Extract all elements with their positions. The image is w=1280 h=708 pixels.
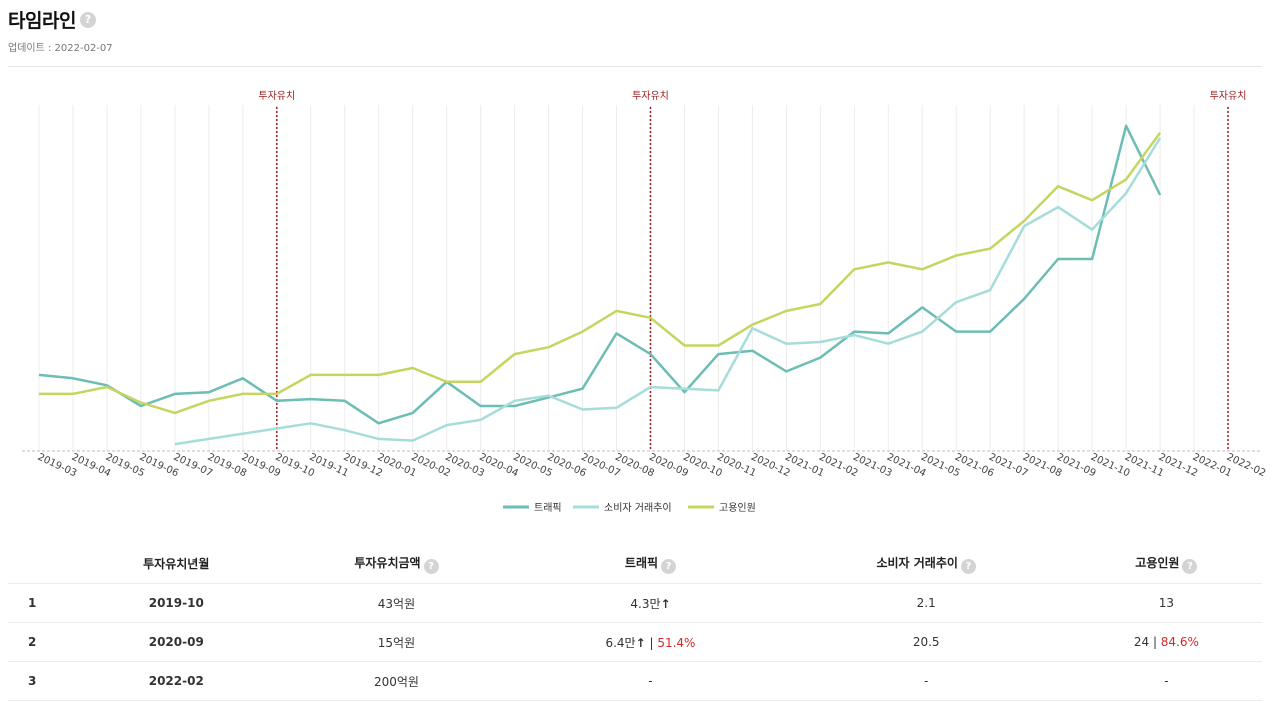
table-row: 3 2022-02 200억원 - - - [8,661,1262,701]
row-employees: 24 | 84.6% [1070,622,1262,662]
help-icon[interactable]: ? [960,558,976,574]
row-amount: 43억원 [273,583,520,623]
legend-label-consumer: 소비자 거래추이 [604,502,672,514]
row-date: 2019-10 [79,583,274,623]
row-date: 2020-09 [79,622,274,662]
table-row: 1 2019-10 43억원 4.3만↑ 2.1 13 [8,583,1262,623]
row-employees: 13 [1070,583,1262,623]
up-arrow-icon: ↑ [660,596,671,611]
update-date: 업데이트 : 2022-02-07 [8,43,113,54]
row-amount: 200억원 [273,661,520,701]
row-amount: 15억원 [273,622,520,662]
header-consumer: 소비자 거래추이? [781,544,1071,584]
row-consumer: 20.5 [781,622,1071,662]
page-header: 타임라인 ? 업데이트 : 2022-02-07 [8,6,113,54]
investment-marker-label: 투자유치 [632,90,669,102]
series-line-employees [39,131,1162,415]
header-date: 투자유치년월 [79,544,274,584]
header-divider [8,66,1262,67]
row-consumer: - [781,661,1071,701]
legend-label-employees: 고용인원 [719,502,756,514]
row-consumer: 2.1 [781,583,1071,623]
up-arrow-icon: ↑ [635,635,646,650]
row-traffic: 6.4만↑ | 51.4% [519,622,782,662]
page-title: 타임라인 [8,10,76,32]
table-row: 2 2020-09 15억원 6.4만↑ | 51.4% 20.5 24 | 8… [8,622,1262,662]
legend-label-traffic: 트래픽 [534,502,562,514]
help-icon[interactable]: ? [1182,558,1198,574]
investment-marker-label: 투자유치 [1210,90,1247,102]
row-traffic: 4.3만↑ [519,583,782,623]
table-header-row: 투자유치년월 투자유치금액? 트래픽? 소비자 거래추이? 고용인원? [8,544,1262,584]
header-amount: 투자유치금액? [273,544,520,584]
investment-table: 투자유치년월 투자유치금액? 트래픽? 소비자 거래추이? 고용인원? 1 20… [8,544,1262,701]
row-index: 3 [8,661,79,701]
row-date: 2022-02 [79,661,274,701]
row-index: 2 [8,622,79,662]
row-index: 1 [8,583,79,623]
header-index [8,544,79,584]
header-traffic: 트래픽? [519,544,782,584]
series-line-consumer [174,137,1162,446]
help-icon[interactable]: ? [661,558,677,574]
help-icon[interactable]: ? [423,558,439,574]
row-employees: - [1070,661,1262,701]
row-traffic: - [519,661,782,701]
header-employees: 고용인원? [1070,544,1262,584]
investment-marker-label: 투자유치 [258,90,295,102]
x-tick-label: 2022-02 [1225,452,1268,480]
help-icon[interactable]: ? [79,11,96,28]
timeline-chart: 2019-032019-042019-052019-062019-072019-… [22,90,1268,514]
series-line-traffic [38,124,1162,425]
